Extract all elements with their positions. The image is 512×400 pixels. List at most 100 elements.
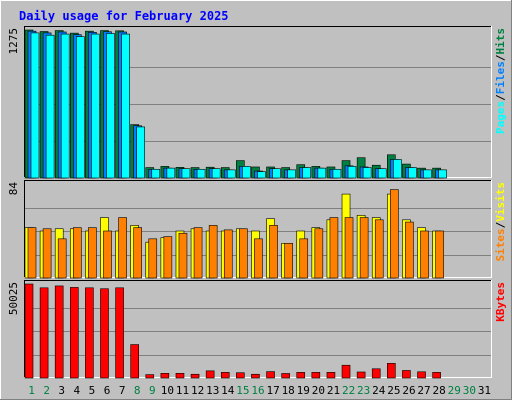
y-max-label: 84: [7, 182, 20, 196]
bar-sites: [72, 227, 82, 279]
y-max-label: 1275: [7, 28, 20, 55]
legend-entry: /: [494, 94, 507, 101]
legend-label: KBytes: [494, 282, 507, 322]
bar-pages: [287, 169, 296, 179]
bar-kbytes: [417, 371, 426, 379]
bar-sites: [435, 230, 444, 279]
x-tick-label: 3: [58, 384, 65, 397]
bar-sites: [329, 217, 339, 279]
bar-pages: [30, 32, 40, 179]
legend-entry: /: [494, 54, 507, 61]
bar-sites: [405, 221, 414, 279]
bar-sites: [57, 238, 67, 279]
x-tick-label: 5: [89, 384, 96, 397]
legend-entry: KBytes: [494, 282, 507, 322]
x-tick-label: 2: [43, 384, 50, 397]
x-tick-label: 15: [236, 384, 249, 397]
bar-kbytes: [387, 363, 396, 379]
bar-pages: [75, 36, 85, 179]
x-tick-label: 26: [402, 384, 415, 397]
bar-pages: [121, 33, 130, 179]
bar-sites: [254, 238, 263, 279]
bar-sites: [88, 227, 97, 279]
bar-kbytes: [205, 370, 215, 379]
bar-sites: [118, 217, 127, 279]
bar-pages: [226, 169, 236, 179]
bar-kbytes: [266, 371, 275, 379]
bar-pages: [408, 167, 417, 179]
bar-pages: [242, 166, 251, 179]
bar-pages: [302, 167, 312, 179]
legend-entry: Visits: [494, 182, 507, 222]
bar-sites: [374, 219, 384, 279]
bar-sites: [239, 228, 248, 279]
bar-kbytes: [220, 372, 230, 379]
bar-sites: [299, 238, 309, 279]
x-tick-label: 23: [357, 384, 370, 397]
bar-pages: [362, 167, 372, 179]
bar-kbytes: [341, 364, 351, 379]
bar-sites: [163, 236, 173, 279]
bar-pages: [438, 169, 447, 179]
legend-entry: /: [494, 221, 507, 228]
bar-sites: [193, 227, 203, 279]
bar-pages: [332, 168, 342, 179]
visits-panel: 84 Sites/Visits: [7, 180, 507, 279]
panel-background: [24, 280, 492, 378]
bar-sites: [344, 217, 354, 279]
bar-kbytes: [145, 374, 155, 379]
bar-kbytes: [115, 287, 124, 379]
x-tick-label: 6: [104, 384, 111, 397]
bar-kbytes: [402, 370, 411, 379]
x-tick-label: 4: [74, 384, 81, 397]
hits-panel: 1275 Pages/Files/Hits: [7, 26, 507, 179]
bar-kbytes: [432, 372, 441, 379]
x-tick-label: 7: [119, 384, 126, 397]
bar-sites: [314, 228, 324, 279]
x-tick-label: 22: [342, 384, 355, 397]
bar-kbytes: [356, 371, 366, 379]
bar-pages: [151, 168, 161, 179]
legend-label: Pages/Files/Hits: [494, 28, 507, 134]
bar-pages: [45, 34, 55, 179]
bar-kbytes: [160, 372, 170, 379]
bar-kbytes: [326, 372, 336, 379]
x-tick-label: 13: [206, 384, 219, 397]
bar-kbytes: [296, 372, 306, 379]
x-tick-label: 27: [417, 384, 430, 397]
bar-kbytes: [251, 373, 260, 379]
bar-pages: [347, 166, 357, 179]
y-max-label: 50025: [7, 282, 20, 315]
x-tick-label: 14: [221, 384, 235, 397]
bar-sites: [103, 230, 112, 279]
bar-pages: [166, 167, 176, 179]
legend-entry: Sites: [494, 228, 507, 261]
x-tick-label: 21: [327, 384, 340, 397]
legend-entry: Pages: [494, 101, 507, 134]
bar-pages: [393, 159, 402, 179]
x-tick-label: 29: [448, 384, 461, 397]
bar-sites: [133, 227, 142, 279]
bar-kbytes: [236, 372, 245, 379]
bar-kbytes: [281, 373, 290, 379]
bar-kbytes: [100, 288, 109, 379]
x-tick-label: 8: [134, 384, 141, 397]
x-tick-label: 17: [266, 384, 279, 397]
x-tick-labels: 1 2 3 4 5 6 7 8 9 10 11 12 13 14 15 16 17 18 19 20 21 22 23 24 2…: [28, 384, 491, 397]
x-tick-label: 16: [251, 384, 264, 397]
bar-sites: [42, 228, 52, 279]
bar-pages: [423, 169, 432, 179]
x-tick-label: 30: [463, 384, 476, 397]
bar-sites: [390, 189, 399, 279]
bar-kbytes: [130, 344, 139, 379]
bar-kbytes: [24, 283, 34, 379]
bar-kbytes: [54, 285, 64, 379]
bar-kbytes: [190, 373, 200, 379]
legend-entry: Hits: [494, 28, 507, 55]
bar-pages: [257, 171, 266, 179]
bar-sites: [208, 225, 218, 279]
chart-title: Daily usage for February 2025: [19, 9, 229, 23]
bar-pages: [272, 168, 281, 179]
x-tick-label: 18: [282, 384, 295, 397]
